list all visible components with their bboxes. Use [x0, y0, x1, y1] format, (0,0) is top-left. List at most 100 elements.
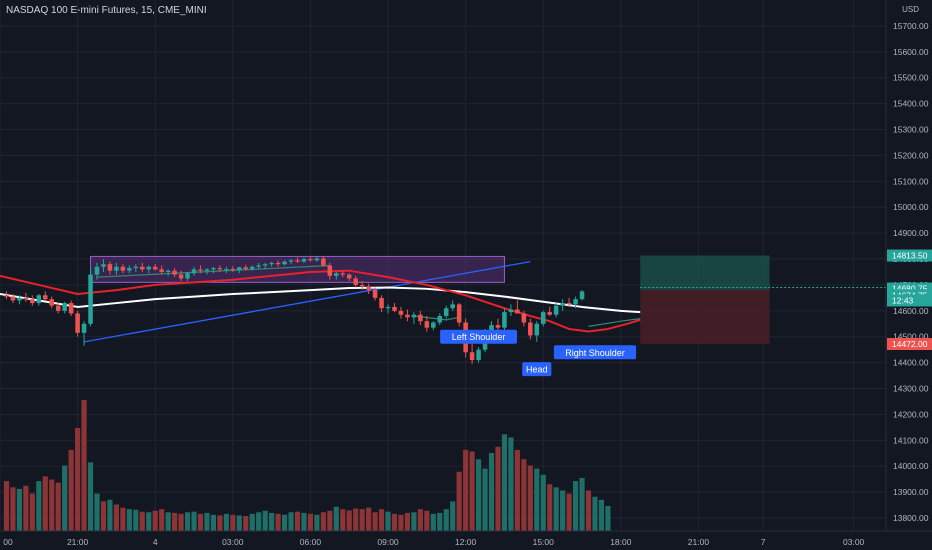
candle — [301, 257, 307, 263]
trendline — [83, 260, 531, 343]
candle-body — [560, 303, 565, 306]
candle — [88, 266, 93, 327]
volume-bar — [16, 488, 22, 531]
volume-bar — [443, 509, 449, 531]
volume-bar — [553, 487, 559, 531]
candle — [224, 266, 229, 274]
candle-body — [269, 262, 274, 265]
candle-body — [573, 299, 578, 305]
loss-zone — [640, 289, 770, 344]
volume-bar — [146, 512, 152, 531]
price-tick-label: 14400.00 — [893, 358, 929, 368]
candle-body — [489, 325, 494, 332]
candle — [327, 262, 333, 280]
candle — [178, 270, 184, 282]
price-tick-label: 14600.00 — [893, 306, 929, 316]
candle-body — [94, 266, 100, 275]
volume-bar — [81, 400, 87, 531]
candle — [521, 310, 527, 327]
volume-bar — [340, 509, 346, 531]
volume-bar — [430, 513, 436, 531]
candle-body — [198, 269, 203, 271]
candle — [185, 271, 190, 282]
price-tick-label: 14100.00 — [893, 435, 929, 445]
candle-body — [172, 270, 177, 275]
candle — [133, 264, 139, 272]
candle-body — [405, 314, 410, 318]
candle-body — [256, 265, 261, 267]
candle-body — [534, 323, 540, 336]
price-tick-label: 15600.00 — [893, 47, 929, 57]
candle — [191, 266, 197, 276]
candle — [411, 312, 417, 324]
price-tag-bg — [887, 337, 932, 350]
time-tick-label: 12:00 — [455, 537, 477, 547]
pattern-label: Head — [522, 362, 552, 377]
candle-body — [372, 290, 378, 298]
volume-bar — [475, 459, 482, 531]
candle — [204, 268, 210, 275]
candle — [340, 270, 346, 278]
candle — [152, 264, 158, 271]
volume-bar — [566, 493, 572, 531]
volume-bar — [391, 513, 398, 531]
volume-bar — [353, 508, 359, 531]
volume-bar — [36, 481, 42, 531]
candle-body — [321, 258, 326, 266]
candle-body — [385, 306, 391, 309]
candle-body — [23, 297, 29, 300]
volume-bar — [3, 481, 10, 531]
candle — [476, 347, 481, 363]
candle-body — [224, 268, 229, 270]
volume-bar — [398, 514, 404, 531]
volume-bar — [249, 513, 255, 531]
candle — [275, 260, 281, 267]
candle-body — [443, 308, 449, 317]
candle — [211, 266, 216, 274]
price-tick-label: 15200.00 — [893, 150, 929, 160]
volume-bar — [10, 487, 16, 531]
volume-bar — [275, 513, 281, 531]
candle-body — [62, 303, 67, 311]
candle — [120, 264, 126, 274]
volume-bar — [230, 514, 236, 531]
candle-body — [17, 297, 22, 301]
candle-body — [133, 266, 139, 269]
candle-body — [55, 305, 61, 311]
candle — [359, 281, 365, 291]
candle — [579, 290, 585, 301]
candle — [553, 303, 559, 318]
volume-bar — [307, 513, 314, 531]
candle — [515, 300, 520, 314]
volume-bar — [372, 512, 378, 531]
volume-bar — [366, 507, 372, 531]
candle — [308, 256, 313, 262]
pattern-label-text: Head — [526, 365, 548, 375]
volume-bar — [482, 468, 488, 531]
volume-bar — [100, 501, 107, 531]
price-tick-label: 14200.00 — [893, 409, 929, 419]
candle — [140, 262, 145, 272]
price-tick-label: 15100.00 — [893, 176, 929, 186]
volume-bar — [359, 509, 365, 531]
volume-bar — [184, 512, 191, 531]
candle — [508, 304, 514, 317]
candle-body — [418, 314, 423, 322]
volume-bar — [294, 511, 301, 531]
candle-body — [431, 322, 436, 328]
volume-bar — [159, 509, 165, 531]
candle-body — [476, 349, 481, 361]
candle-body — [127, 268, 132, 271]
candle-body — [346, 274, 352, 279]
candle — [528, 318, 533, 340]
candle-body — [211, 268, 216, 270]
volume-bar — [197, 513, 204, 531]
time-tick-label: 03:00 — [222, 537, 244, 547]
volume-bar — [42, 476, 48, 531]
candle — [172, 268, 177, 278]
candle — [405, 309, 410, 322]
candle — [55, 303, 61, 314]
pattern-label-bg — [522, 362, 552, 377]
